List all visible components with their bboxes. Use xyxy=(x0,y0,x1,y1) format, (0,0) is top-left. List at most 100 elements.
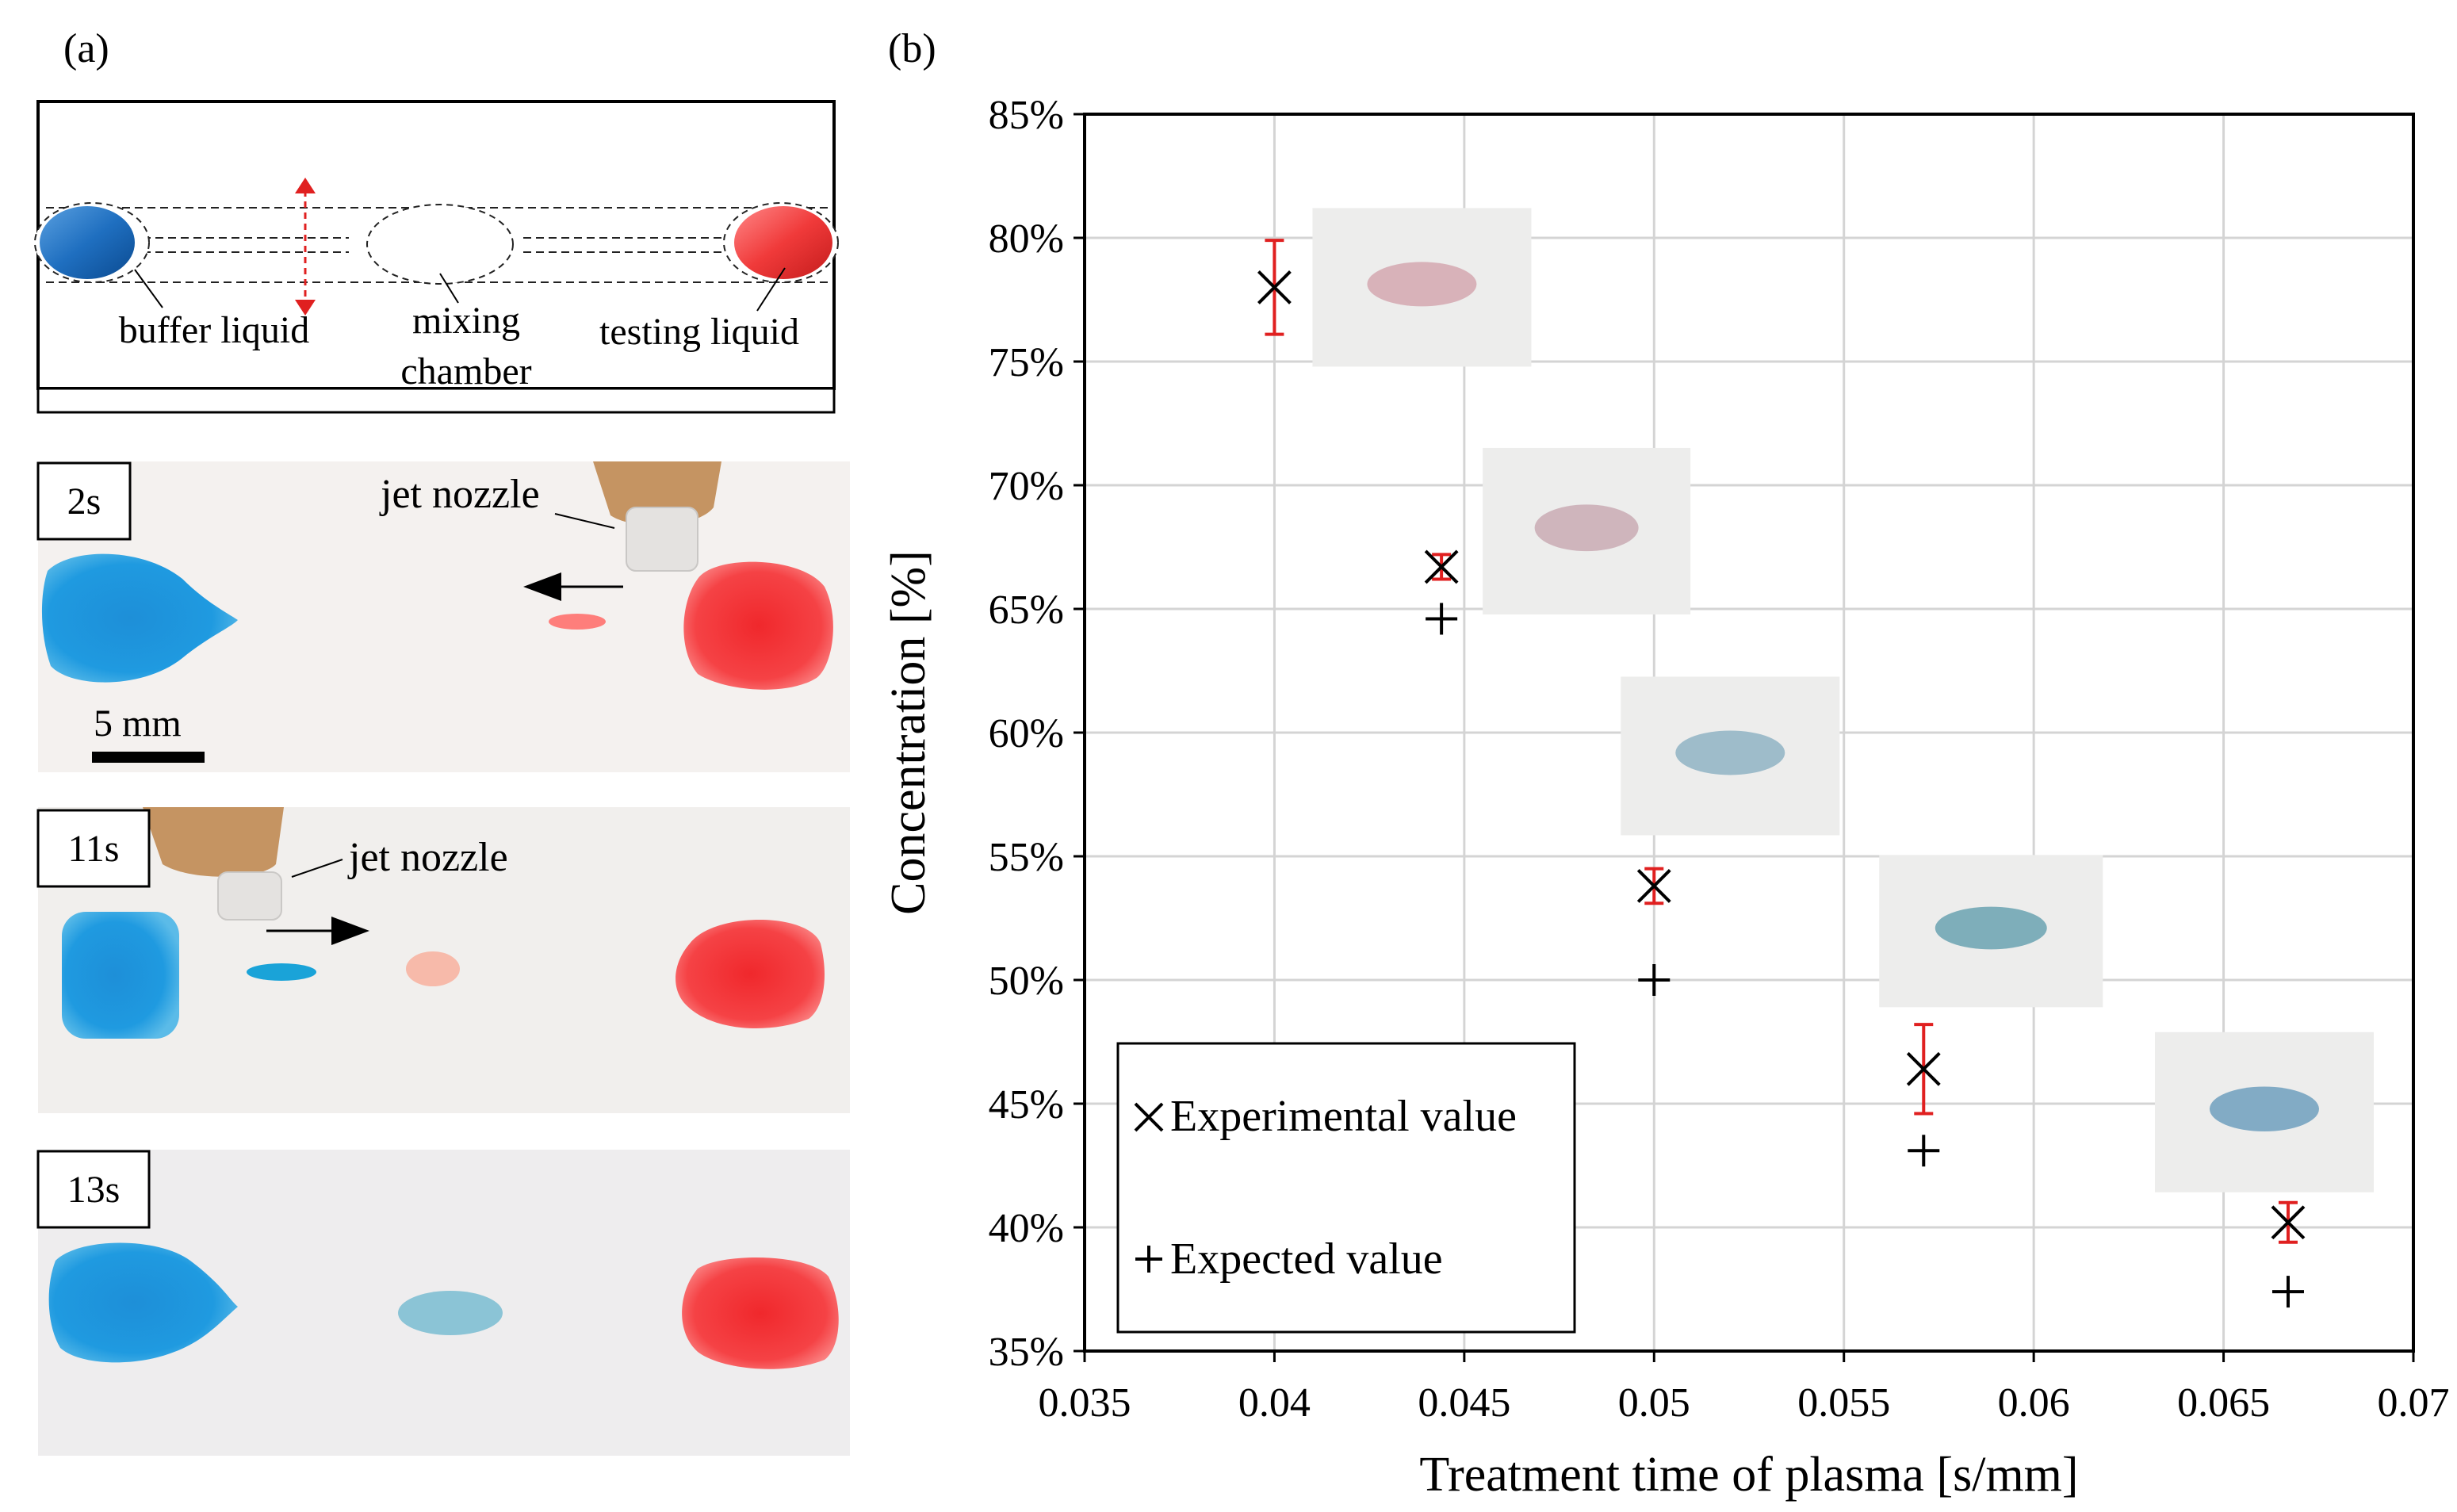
mixed-plug xyxy=(398,1291,503,1335)
x-marker-stroke xyxy=(1424,549,1459,584)
y-tick-label: 85% xyxy=(989,93,1064,138)
buffer-drop xyxy=(40,206,135,279)
x-marker-stroke xyxy=(1257,270,1292,304)
expected-point xyxy=(1638,964,1671,996)
schematic: buffer liquid mixing chamber testing liq… xyxy=(34,100,839,414)
legend-box xyxy=(1116,1042,1576,1334)
time-box xyxy=(36,1150,151,1229)
arrow-down-icon xyxy=(295,300,316,316)
time-label: 2s xyxy=(67,480,101,523)
nozzle-tip xyxy=(626,507,698,572)
leader-line xyxy=(756,267,786,312)
x-tick-label: 0.035 xyxy=(1039,1380,1131,1426)
x-tick-label: 0.04 xyxy=(1238,1380,1311,1426)
concentration-chart: (b) 0.035 0.04 0.045 0.05 0.055 0.06 0.065 0.07… xyxy=(882,26,2450,1502)
scale-bar xyxy=(92,752,205,763)
pink-plug xyxy=(406,951,460,986)
mixing-chamber xyxy=(366,204,514,285)
y-tick-label: 50% xyxy=(989,959,1064,1004)
panel-b-label: (b) xyxy=(888,26,936,71)
blue-drop-photo xyxy=(48,1242,239,1363)
x-tick-label: 0.055 xyxy=(1797,1380,1890,1426)
photo-frame-2s: 2s jet nozzle 5 mm xyxy=(36,461,850,772)
x-axis-title: Treatment time of plasma [s/mm] xyxy=(1419,1448,2078,1502)
x-axis-ticks: 0.035 0.04 0.045 0.05 0.055 0.06 0.065 0.07 xyxy=(1039,1351,2450,1426)
x-marker-stroke xyxy=(2271,1205,2306,1240)
jet-nozzle-label: jet nozzle xyxy=(379,472,540,517)
red-drop-photo xyxy=(675,920,825,1028)
red-drop-photo xyxy=(682,1257,839,1369)
inset-droplet xyxy=(1534,504,1639,552)
inset-photos xyxy=(1312,208,2374,1192)
y-tick-label: 80% xyxy=(989,216,1064,262)
y-tick-label: 55% xyxy=(989,835,1064,880)
y-tick-label: 75% xyxy=(989,340,1064,385)
time-box xyxy=(36,461,132,541)
arrow-right-icon xyxy=(331,917,369,945)
expected-point xyxy=(1426,603,1458,635)
inset-droplet xyxy=(2209,1086,2319,1131)
x-marker-stroke xyxy=(1906,1051,1941,1086)
experimental-point xyxy=(1257,270,1292,304)
schematic-base xyxy=(36,387,836,414)
blue-drop-photo xyxy=(41,553,238,683)
experimental-point xyxy=(1906,1051,1941,1086)
x-tick-label: 0.045 xyxy=(1418,1380,1510,1426)
expected-point xyxy=(2271,1276,2304,1308)
testing-liquid-label: testing liquid xyxy=(599,311,799,353)
y-axis-ticks: 35% 40% 45% 50% 55% 60% 65% 70% 75% 80% 85% xyxy=(989,93,1085,1375)
x-tick-label: 0.05 xyxy=(1618,1380,1690,1426)
panel-a: (a) xyxy=(34,26,850,1456)
time-label: 11s xyxy=(68,828,120,870)
panel-a-label: (a) xyxy=(63,26,109,71)
jet-nozzle-label: jet nozzle xyxy=(347,835,508,880)
inset-droplet xyxy=(1675,730,1785,775)
legend: Experimental value Expected value xyxy=(1116,1042,1576,1334)
data-markers xyxy=(1257,270,2306,1308)
legend-x-marker-icon xyxy=(1134,1102,1164,1132)
y-tick-label: 35% xyxy=(989,1330,1064,1375)
inset-droplet xyxy=(1367,262,1477,307)
y-axis-title: Concentration [%] xyxy=(882,550,936,915)
y-tick-label: 65% xyxy=(989,588,1064,633)
experimental-point xyxy=(1424,549,1459,584)
x-tick-label: 0.065 xyxy=(2177,1380,2270,1426)
leader-line xyxy=(554,513,615,529)
y-tick-label: 60% xyxy=(989,711,1064,756)
buffer-liquid-label: buffer liquid xyxy=(119,309,309,351)
inset-photo xyxy=(1879,855,2103,1008)
leader-line xyxy=(291,859,343,878)
red-drop-photo xyxy=(683,561,833,690)
legend-expected-label: Expected value xyxy=(1170,1234,1443,1284)
nozzle-tip xyxy=(217,871,282,921)
legend-plus-marker-icon xyxy=(1135,1246,1162,1273)
inset-photo xyxy=(1483,447,1691,614)
y-tick-label: 45% xyxy=(989,1082,1064,1127)
leader-line xyxy=(134,269,163,308)
blue-plug xyxy=(247,963,316,981)
experimental-point xyxy=(2271,1205,2306,1240)
x-tick-label: 0.06 xyxy=(1998,1380,2070,1426)
experimental-point xyxy=(1636,869,1671,903)
y-tick-label: 70% xyxy=(989,464,1064,509)
testing-drop xyxy=(734,206,832,279)
blue-drop-photo xyxy=(62,912,179,1039)
x-tick-label: 0.07 xyxy=(2378,1380,2450,1426)
x-marker-stroke xyxy=(1636,869,1671,903)
inset-droplet xyxy=(1935,906,2047,950)
legend-experimental-label: Experimental value xyxy=(1170,1092,1517,1141)
leader-line xyxy=(439,273,459,304)
arrow-left-icon xyxy=(523,572,561,601)
photo-frame-13s: 13s xyxy=(36,1150,850,1456)
inset-photo xyxy=(1312,208,1532,367)
mixing-label-2: chamber xyxy=(400,350,531,392)
inset-photo xyxy=(1621,676,1840,836)
scale-bar-label: 5 mm xyxy=(94,702,182,745)
expected-point xyxy=(1908,1135,1940,1167)
photo-frame-11s: 11s jet nozzle xyxy=(36,807,850,1113)
arrow-up-icon xyxy=(295,178,316,193)
time-label: 13s xyxy=(67,1169,121,1211)
red-plug xyxy=(549,614,606,630)
time-box xyxy=(36,809,151,888)
inset-photo xyxy=(2154,1032,2374,1192)
